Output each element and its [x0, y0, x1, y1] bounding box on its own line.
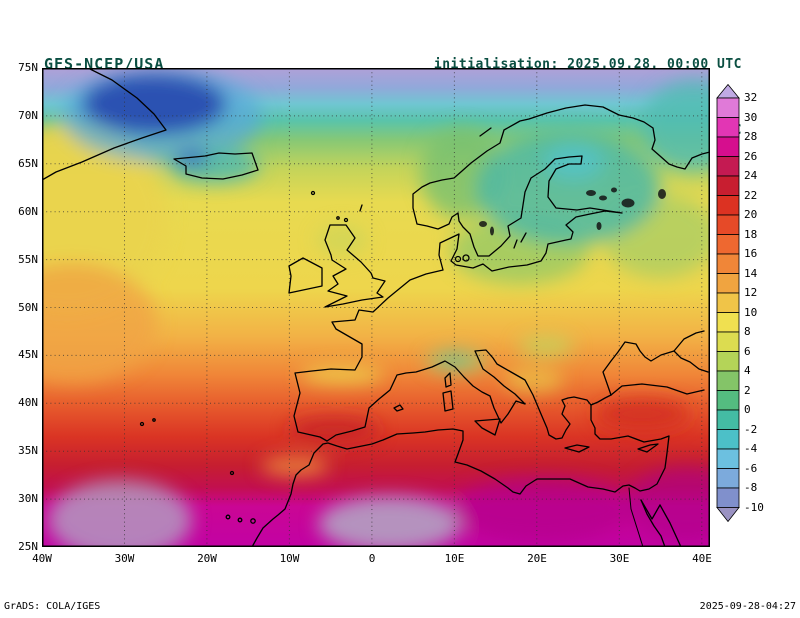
lon-tick-label: 40E — [692, 552, 712, 565]
island-madeira — [229, 470, 235, 476]
island-hebrides — [336, 216, 340, 220]
temperature-colorbar — [716, 83, 740, 523]
grads-credit: GrADS: COLA/IGES — [4, 601, 101, 612]
coast-turkey-north — [610, 383, 705, 396]
coast-ireland — [288, 257, 323, 294]
coast-red-sea-east — [659, 504, 682, 547]
coastlines — [42, 68, 710, 547]
island-funen — [454, 255, 462, 263]
lat-tick-label: 45N — [18, 348, 38, 362]
lon-tick-label: 40W — [32, 552, 52, 565]
island-corsica — [444, 372, 452, 388]
lat-tick-label: 55N — [18, 252, 38, 266]
colorbar-value-label: 8 — [744, 325, 751, 338]
temperature-field — [42, 68, 710, 547]
colorbar-value-label: 26 — [744, 149, 758, 163]
lat-tick-label: 35N — [18, 444, 38, 458]
coast-levant-north-africa — [251, 404, 670, 547]
coast-iceland — [173, 152, 259, 180]
island-crete — [564, 444, 590, 453]
colorbar-value-label: 10 — [744, 305, 758, 319]
colorbar-value-label: 4 — [744, 364, 751, 377]
colorbar-value-label: 12 — [744, 286, 758, 299]
coast-red-sea-west — [640, 499, 666, 547]
colorbar-value-label: 30 — [744, 110, 758, 124]
lon-tick-label: 30W — [114, 552, 135, 565]
lat-tick-label: 65N — [18, 156, 38, 170]
lon-tick-label: 10E — [444, 552, 465, 565]
lat-tick-label: 40N — [18, 396, 38, 410]
island-canary-3 — [250, 518, 256, 524]
island-azores-2 — [152, 418, 156, 422]
colorbar-value-label: -2 — [744, 422, 758, 436]
map-area — [42, 68, 710, 547]
island-azores-1 — [139, 421, 145, 427]
lon-tick-label: 30E — [609, 552, 630, 565]
island-sardinia — [442, 390, 454, 412]
coast-sinai — [640, 499, 661, 520]
island-lofoten — [479, 127, 492, 137]
island-orkney — [343, 217, 349, 223]
colorbar-value-label: 18 — [744, 227, 758, 241]
island-faroe — [310, 190, 316, 196]
colorbar-value-label: 28 — [744, 130, 758, 143]
coast-black-sea-north — [602, 330, 705, 396]
lat-tick-label: 30N — [18, 492, 38, 506]
colorbar-value-label: 16 — [744, 247, 758, 260]
graticule — [42, 68, 710, 547]
lon-tick-label: 10W — [279, 552, 300, 565]
island-cyprus — [637, 443, 659, 453]
colorbar-value-label: 0 — [744, 403, 751, 416]
colorbar-value-label: 20 — [744, 208, 758, 221]
colorbar-value-label: 24 — [744, 169, 758, 182]
island-canary-2 — [237, 517, 243, 523]
island-gotland — [520, 232, 527, 243]
lat-tick-label: 50N — [18, 300, 38, 314]
colorbar-value-label: 2 — [744, 383, 751, 397]
river-nile — [628, 487, 644, 547]
lat-tick-label: 25N — [18, 540, 38, 553]
coast-mediterranean-north — [326, 349, 612, 442]
island-shetland — [359, 204, 363, 212]
lon-tick-label: 20E — [527, 552, 547, 565]
colorbar-value-label: 14 — [744, 266, 758, 280]
creation-timestamp: 2025-09-28-04:27 — [699, 601, 796, 612]
colorbar-value-label: 32 — [744, 91, 758, 104]
europe-temperature-map — [42, 68, 710, 547]
colorbar-value-label: -10 — [744, 500, 764, 514]
island-canary-1 — [225, 514, 231, 520]
lat-tick-label: 70N — [18, 108, 38, 122]
lon-tick-label: 0 — [368, 552, 376, 565]
coast-mainland-europe — [293, 104, 710, 442]
lakes — [479, 187, 666, 236]
map-border — [42, 68, 710, 547]
lat-tick-label: 60N — [18, 204, 38, 218]
island-oland — [513, 239, 518, 249]
coast-greenland — [42, 68, 167, 181]
island-mallorca — [393, 404, 404, 412]
lon-tick-label: 20W — [197, 552, 217, 565]
island-zealand — [462, 254, 470, 262]
lat-tick-label: 75N — [18, 61, 38, 74]
colorbar-value-label: 6 — [744, 344, 751, 358]
colorbar-value-label: -8 — [744, 481, 758, 494]
coast-black-sea-east — [673, 350, 709, 373]
island-sicily — [474, 418, 501, 436]
coast-britain — [324, 224, 386, 308]
colorbar-value-label: -4 — [744, 442, 758, 455]
colorbar-value-label: -6 — [744, 461, 758, 475]
colorbar-scale — [716, 83, 740, 523]
colorbar-value-label: 22 — [744, 188, 758, 202]
